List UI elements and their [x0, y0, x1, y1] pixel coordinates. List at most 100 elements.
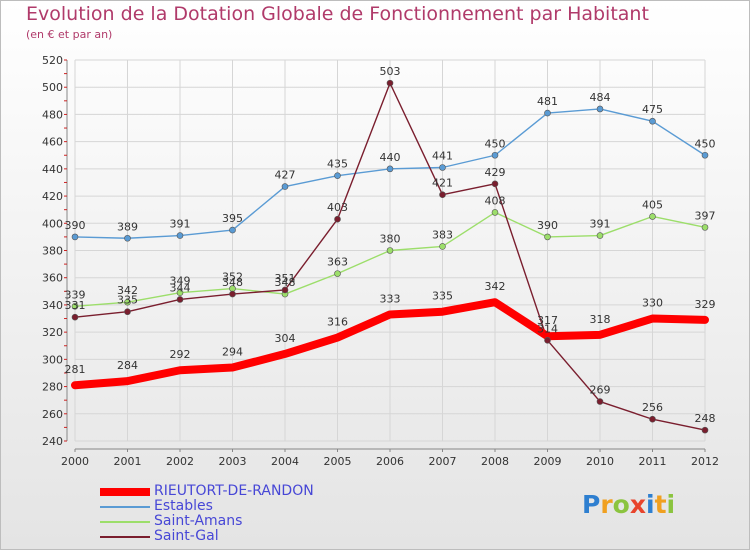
series-line-rieutort-de-randon [71, 298, 709, 390]
data-point [334, 270, 341, 277]
x-tick-label: 2001 [114, 455, 142, 468]
data-point [649, 213, 656, 220]
data-point [649, 117, 656, 125]
data-point [229, 290, 236, 298]
data-label: 314 [537, 322, 558, 335]
legend-label: Estables [154, 498, 213, 514]
data-point [124, 298, 131, 306]
data-label: 329 [695, 298, 716, 311]
data-point [439, 191, 446, 199]
legend-swatch [100, 536, 150, 538]
proxiti-logo: Proxiti [582, 490, 676, 519]
data-label: 405 [642, 198, 663, 211]
chart-title: Evolution de la Dotation Globale de Fonc… [26, 3, 649, 25]
y-tick-label: 460 [42, 136, 63, 149]
y-tick-label: 400 [42, 217, 63, 230]
data-label: 450 [695, 137, 716, 150]
data-label: 450 [485, 137, 506, 150]
data-point [71, 313, 79, 321]
data-point [596, 105, 604, 113]
data-point [439, 164, 446, 171]
data-point [71, 302, 79, 310]
data-point [176, 232, 184, 239]
data-label: 484 [590, 91, 611, 104]
x-tick-label: 2006 [376, 455, 404, 468]
data-label: 383 [432, 228, 453, 241]
data-label: 342 [485, 280, 506, 293]
data-label: 348 [222, 276, 243, 289]
data-point [124, 308, 131, 316]
legend-label: Saint-Gal [154, 528, 219, 544]
data-point [281, 183, 289, 190]
data-label: 408 [485, 194, 506, 207]
data-point [544, 337, 551, 344]
y-tick-label: 500 [42, 81, 63, 94]
data-label: 344 [170, 281, 191, 294]
y-tick-label: 360 [42, 272, 63, 285]
data-label: 281 [65, 363, 86, 376]
y-tick-label: 320 [42, 326, 63, 339]
data-label: 481 [537, 95, 558, 108]
y-tick-label: 240 [42, 435, 63, 448]
data-point [491, 151, 499, 159]
data-label: 349 [170, 275, 191, 288]
data-label: 317 [537, 314, 558, 327]
data-point [544, 233, 551, 241]
y-tick-label: 520 [42, 54, 63, 67]
legend-swatch [100, 506, 150, 508]
data-label: 339 [65, 288, 86, 301]
data-label: 342 [117, 284, 138, 297]
data-point [386, 247, 394, 254]
x-tick-label: 2007 [429, 455, 457, 468]
data-label: 352 [222, 271, 243, 284]
y-tick-label: 340 [42, 299, 63, 312]
data-point [334, 172, 341, 179]
data-label: 335 [432, 290, 453, 303]
data-label: 318 [590, 313, 611, 326]
data-point [596, 398, 604, 405]
data-point [596, 232, 604, 239]
data-point [229, 226, 236, 234]
y-tick-label: 380 [42, 245, 63, 258]
data-label: 391 [170, 218, 191, 231]
data-label: 331 [65, 299, 86, 312]
y-tick-label: 260 [42, 408, 63, 421]
data-point [491, 209, 499, 216]
x-tick-label: 2003 [219, 455, 247, 468]
data-point [176, 289, 184, 296]
data-point [386, 79, 394, 87]
data-label: 333 [380, 292, 401, 305]
data-label: 389 [117, 220, 138, 233]
data-label: 348 [275, 276, 296, 289]
data-label: 351 [275, 272, 296, 285]
x-tick-label: 2012 [691, 455, 719, 468]
chart-subtitle: (en € et par an) [26, 28, 113, 41]
x-tick-label: 2005 [324, 455, 352, 468]
x-tick-label: 2010 [586, 455, 614, 468]
data-label: 335 [117, 294, 138, 307]
y-tick-label: 420 [42, 190, 63, 203]
data-label: 330 [642, 297, 663, 310]
data-label: 294 [222, 346, 243, 359]
x-tick-label: 2002 [166, 455, 194, 468]
x-tick-label: 2009 [534, 455, 562, 468]
data-label: 391 [590, 218, 611, 231]
legend-swatch [100, 521, 150, 523]
legend-label: Saint-Amans [154, 513, 243, 529]
data-label: 363 [327, 256, 348, 269]
data-point [439, 243, 446, 250]
data-label: 248 [695, 412, 716, 425]
data-point [386, 165, 394, 173]
data-label: 380 [380, 233, 401, 246]
data-point [649, 415, 656, 423]
data-label: 256 [642, 401, 663, 414]
data-point [544, 109, 551, 117]
data-label: 421 [432, 177, 453, 190]
y-tick-label: 480 [42, 108, 63, 121]
data-point [281, 286, 289, 294]
data-label: 429 [485, 166, 506, 179]
data-label: 440 [380, 151, 401, 164]
y-tick-label: 280 [42, 381, 63, 394]
data-label: 292 [170, 348, 191, 361]
